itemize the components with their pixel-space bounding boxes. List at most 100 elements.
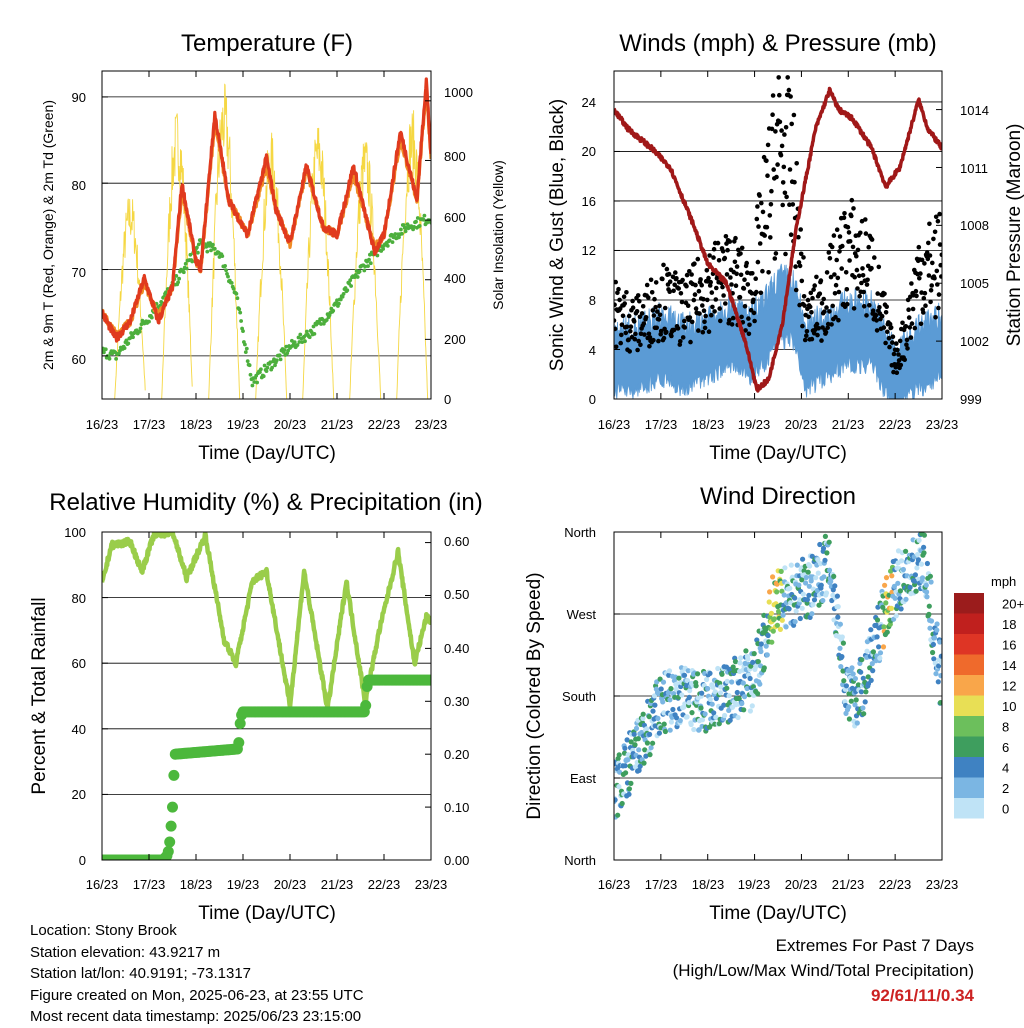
dewpoint-point bbox=[184, 266, 189, 271]
gust-point bbox=[773, 129, 778, 134]
gust-point bbox=[678, 339, 683, 344]
wind-direction-point bbox=[736, 696, 742, 702]
wind-direction-point bbox=[809, 611, 815, 617]
wind-direction-point bbox=[808, 578, 814, 584]
wind-direction-point bbox=[891, 583, 898, 590]
dewpoint-point bbox=[107, 356, 112, 361]
wind-direction-point bbox=[713, 714, 719, 720]
dewpoint-point bbox=[212, 246, 217, 251]
wind-direction-point bbox=[709, 701, 715, 707]
dewpoint-point bbox=[303, 339, 307, 344]
gust-point bbox=[642, 332, 647, 337]
wind-direction-point bbox=[921, 532, 928, 538]
solar-ytick-600: 600 bbox=[444, 210, 466, 225]
wind-direction-point bbox=[647, 731, 653, 738]
gust-point bbox=[933, 315, 938, 320]
speed-legend-label: 18 bbox=[1002, 617, 1016, 632]
gust-point bbox=[745, 282, 751, 287]
gust-point bbox=[804, 329, 810, 334]
speed-legend-label: 20+ bbox=[1002, 596, 1024, 611]
wind-direction-point bbox=[677, 718, 683, 724]
gust-point bbox=[757, 241, 763, 246]
dewpoint-point bbox=[334, 301, 338, 306]
wind-direction-point bbox=[803, 580, 809, 586]
gust-point bbox=[933, 214, 939, 220]
gust-point bbox=[764, 158, 769, 164]
gust-point bbox=[758, 290, 764, 296]
gust-point bbox=[649, 290, 655, 295]
gust-point bbox=[819, 301, 825, 306]
gust-point bbox=[849, 197, 855, 203]
wind-direction-point bbox=[835, 614, 841, 620]
dewpoint-point bbox=[295, 343, 300, 347]
wind-direction-point bbox=[658, 686, 664, 692]
wind-direction-point bbox=[915, 551, 921, 558]
gust-point bbox=[755, 204, 760, 209]
precipitation-point bbox=[167, 801, 178, 813]
dewpoint-point bbox=[223, 264, 228, 268]
wind-direction-point bbox=[824, 550, 830, 556]
wind-direction-point bbox=[713, 695, 719, 702]
gust-point bbox=[734, 271, 739, 277]
gust-point bbox=[641, 321, 647, 326]
wind-direction-point bbox=[739, 700, 745, 707]
gust-point bbox=[678, 291, 684, 296]
wind-ytick-12: 12 bbox=[582, 243, 596, 258]
gust-point bbox=[829, 244, 835, 250]
gust-point bbox=[709, 312, 714, 318]
wind-direction-point bbox=[860, 675, 866, 681]
gust-point bbox=[931, 236, 936, 242]
wind-direction-point bbox=[688, 721, 694, 728]
gust-point bbox=[701, 308, 707, 314]
wind-direction-point bbox=[804, 597, 811, 603]
wind-direction-point bbox=[823, 590, 830, 596]
press-ytick-1011: 1011 bbox=[960, 161, 988, 176]
dewpoint-point bbox=[363, 264, 368, 269]
gust-point bbox=[682, 325, 688, 330]
gust-point bbox=[751, 310, 757, 316]
wind-direction-point bbox=[788, 562, 794, 568]
speed-legend-swatch bbox=[954, 777, 984, 798]
gust-point bbox=[623, 330, 629, 336]
wind-direction-point bbox=[801, 568, 807, 574]
gust-point bbox=[746, 316, 751, 321]
wind-direction-point bbox=[861, 711, 867, 717]
wind-direction-point bbox=[849, 685, 856, 692]
gust-point bbox=[840, 243, 845, 249]
gust-point bbox=[682, 318, 687, 324]
gust-point bbox=[636, 338, 641, 344]
gust-point bbox=[918, 271, 923, 276]
rh-xtick-5: 21/23 bbox=[321, 877, 354, 892]
wind-direction-point bbox=[915, 557, 922, 563]
speed-legend-swatch bbox=[954, 654, 984, 675]
dewpoint-point bbox=[348, 278, 353, 283]
precip-ytick-040: 0.40 bbox=[444, 641, 469, 656]
gust-point bbox=[702, 319, 707, 325]
wind-direction-point bbox=[657, 676, 663, 682]
temp-ytick-80: 80 bbox=[72, 178, 86, 193]
rh-ytick-0: 0 bbox=[79, 853, 86, 868]
gust-point bbox=[844, 287, 850, 292]
press-ytick-999: 999 bbox=[960, 392, 982, 407]
extremes-values: 92/61/11/0.34 bbox=[870, 986, 974, 1005]
wind-direction-point bbox=[881, 624, 887, 630]
solar-insolation-line bbox=[302, 127, 335, 399]
wind-direction-point bbox=[926, 603, 932, 609]
winds-title: Winds (mph) & Pressure (mb) bbox=[619, 30, 936, 57]
speed-legend-swatch bbox=[954, 798, 984, 819]
wind-direction-point bbox=[660, 679, 667, 685]
gust-point bbox=[879, 313, 885, 319]
wind-direction-point bbox=[882, 582, 888, 588]
wind-direction-point bbox=[670, 706, 676, 713]
dewpoint-point bbox=[261, 374, 266, 379]
gust-point bbox=[932, 275, 937, 281]
wind-direction-point bbox=[747, 675, 753, 682]
gust-point bbox=[781, 164, 787, 170]
wind-direction-point bbox=[755, 659, 761, 665]
wind-direction-point bbox=[687, 688, 693, 694]
wind-ylabel-right: Station Pressure (Maroon) bbox=[1004, 124, 1024, 347]
wind-direction-point bbox=[870, 649, 877, 655]
gust-point bbox=[737, 294, 743, 300]
gust-point bbox=[723, 301, 728, 306]
gust-point bbox=[787, 167, 793, 172]
